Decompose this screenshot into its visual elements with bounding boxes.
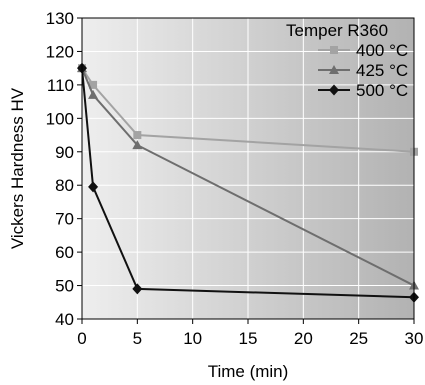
data-point xyxy=(133,131,142,140)
y-axis-title: Vickers Hardness HV xyxy=(8,87,27,249)
x-tick-label: 15 xyxy=(239,329,258,348)
y-tick-label: 120 xyxy=(46,42,74,61)
series-line xyxy=(81,67,415,287)
series-line xyxy=(81,67,415,153)
y-tick-label: 80 xyxy=(55,176,74,195)
legend-label: 400 °C xyxy=(356,41,408,60)
series-line xyxy=(81,68,415,299)
axis-ticks: 40 50 60 70 80 90 100 110 120 130 0 5 10 15 20 25 30 xyxy=(46,9,424,348)
data-point xyxy=(88,89,99,99)
legend-marker xyxy=(329,84,339,96)
data-point xyxy=(89,80,98,89)
y-tick-label: 100 xyxy=(46,109,74,128)
x-tick-label: 5 xyxy=(133,329,142,348)
x-tick-label: 20 xyxy=(294,329,313,348)
y-tick-label: 110 xyxy=(47,76,74,95)
legend-marker xyxy=(329,65,339,74)
legend-label: 500 °C xyxy=(356,81,408,100)
x-tick-label: 0 xyxy=(77,329,86,348)
legend-label: 425 °C xyxy=(356,61,408,80)
y-tick-label: 130 xyxy=(46,9,74,28)
x-tick-label: 10 xyxy=(183,329,202,348)
y-tick-label: 70 xyxy=(55,210,74,229)
legend-marker xyxy=(330,46,338,54)
y-tick-label: 40 xyxy=(55,310,74,329)
grid-lines xyxy=(82,18,414,319)
x-tick-label: 25 xyxy=(349,329,368,348)
legend-title: Temper R360 xyxy=(286,21,388,40)
x-tick-label: 30 xyxy=(405,329,424,348)
y-tick-label: 90 xyxy=(55,143,74,162)
data-point xyxy=(132,283,143,295)
y-tick-label: 50 xyxy=(55,277,74,296)
x-axis-title: Time (min) xyxy=(208,362,289,381)
y-tick-label: 60 xyxy=(55,243,74,262)
data-point xyxy=(88,181,99,193)
data-point xyxy=(132,140,143,150)
